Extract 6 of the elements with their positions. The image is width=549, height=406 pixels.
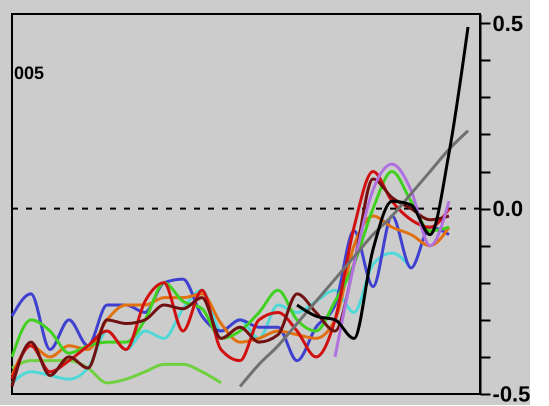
line-series [238,129,470,388]
annotation: 005 [14,63,44,83]
line-series [334,162,451,358]
y-tick-label: -0.5 [492,382,530,406]
y-tick-label: 0.5 [492,10,524,36]
y-tick-label: 0.0 [492,196,524,222]
